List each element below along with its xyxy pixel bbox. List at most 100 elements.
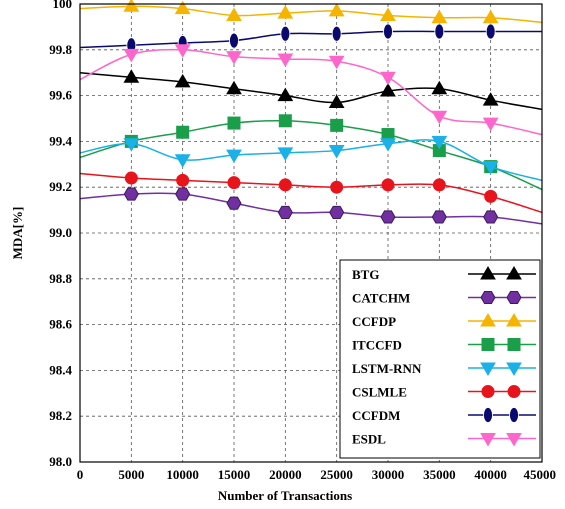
legend-label: CCFDM	[352, 408, 400, 423]
y-tick-label: 98.4	[49, 362, 72, 377]
data-point	[277, 147, 294, 161]
legend-entry: ESDL	[352, 432, 536, 447]
data-point	[123, 187, 139, 201]
data-point	[380, 7, 396, 21]
data-point	[226, 149, 242, 164]
data-point	[482, 161, 499, 175]
legend-label: LSTM-RNN	[352, 361, 422, 376]
data-point	[123, 48, 140, 63]
data-point	[431, 80, 448, 95]
legend-marker	[507, 385, 521, 398]
data-point	[174, 73, 191, 88]
series-line	[79, 172, 543, 214]
series-catchm	[79, 187, 543, 225]
legend: BTG CATCHM CCFDP ITCCFD LSTM-RNN CSLMLE CCFDM E…	[339, 259, 541, 459]
data-point	[431, 135, 448, 150]
data-point	[434, 23, 445, 40]
legend-marker	[509, 407, 519, 423]
data-point	[484, 189, 498, 203]
series-ccfdp	[79, 0, 543, 24]
data-point	[381, 178, 395, 192]
legend-entry: CCFDP	[352, 313, 536, 329]
data-point	[380, 71, 396, 86]
legend-marker	[483, 407, 493, 423]
data-point	[432, 178, 446, 192]
series-line	[79, 192, 543, 225]
series-line	[79, 5, 543, 24]
x-tick-label: 45000	[524, 467, 557, 482]
ticks: 98.0 98.2 98.4 98.6 98.8 99.0 99.2 99.4 99.6 99.8…	[49, 0, 556, 482]
data-point	[277, 53, 294, 67]
x-tick-label: 30000	[372, 467, 405, 482]
y-tick-label: 99.2	[49, 179, 72, 194]
series-esdl	[79, 44, 543, 136]
legend-marker	[481, 338, 495, 351]
legend-label: CSLMLE	[352, 385, 407, 400]
legend-marker	[506, 362, 522, 376]
data-point	[482, 117, 499, 132]
data-point	[229, 32, 239, 49]
data-point	[226, 80, 242, 95]
data-point	[124, 171, 138, 185]
x-axis-label: Number of Transactions	[218, 488, 352, 503]
x-tick-label: 10000	[166, 467, 199, 482]
y-tick-label: 98.8	[49, 271, 72, 286]
data-point	[226, 51, 242, 65]
data-point	[328, 145, 345, 159]
x-tick-label: 35000	[423, 467, 456, 482]
legend-label: CCFDP	[352, 314, 396, 329]
legend-marker	[480, 290, 496, 305]
x-tick-label: 5000	[118, 467, 144, 482]
y-tick-label: 98.6	[49, 317, 72, 332]
data-point	[226, 7, 242, 21]
series-line	[79, 30, 542, 49]
data-point	[380, 210, 396, 224]
data-point	[278, 114, 292, 128]
legend-entry: CATCHM	[352, 291, 536, 306]
data-point	[227, 176, 241, 190]
series-line	[79, 139, 543, 182]
plot-frame	[79, 3, 543, 463]
series-line	[79, 71, 543, 111]
data-point	[383, 23, 393, 40]
series-lstm-rnn	[79, 135, 543, 182]
data-point	[176, 125, 190, 139]
series-layer	[79, 0, 543, 225]
data-point	[123, 69, 140, 83]
data-point	[482, 92, 499, 106]
legend-label: BTG	[352, 267, 379, 282]
y-tick-label: 98.2	[49, 408, 72, 423]
x-tick-label: 20000	[269, 467, 302, 482]
legend-marker	[506, 266, 522, 280]
data-point	[431, 9, 448, 24]
data-point	[277, 5, 294, 19]
data-point	[483, 210, 499, 224]
series-ccfdm	[79, 23, 542, 54]
data-point	[174, 154, 191, 168]
data-point	[328, 2, 345, 17]
y-tick-label: 99.6	[49, 88, 72, 103]
legend-marker	[506, 313, 522, 327]
legend-entry: CSLMLE	[352, 385, 536, 400]
legend-marker	[480, 433, 496, 447]
legend-entry: CCFDM	[352, 407, 536, 423]
x-tick-label: 0	[77, 467, 84, 482]
data-point	[226, 196, 242, 210]
x-tick-label: 15000	[218, 467, 251, 482]
legend-marker	[506, 290, 522, 305]
data-point	[329, 205, 345, 219]
x-tick-label: 25000	[320, 467, 353, 482]
legend-entry: LSTM-RNN	[352, 361, 536, 376]
y-tick-label: 99.8	[49, 42, 72, 57]
data-point	[380, 83, 396, 97]
series-cslmle	[79, 171, 543, 214]
data-point	[328, 94, 345, 108]
data-point	[380, 138, 396, 152]
legend-label: ESDL	[352, 432, 386, 447]
data-point	[227, 116, 241, 130]
data-point	[330, 180, 344, 194]
y-tick-label: 98.0	[49, 454, 72, 469]
data-point	[175, 187, 191, 201]
y-axis-label: MDA[%]	[10, 207, 25, 260]
